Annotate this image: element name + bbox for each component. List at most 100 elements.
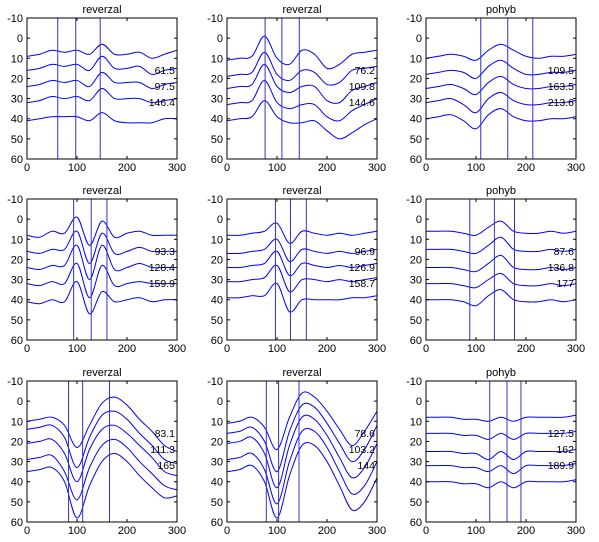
marker-value-label: 87.6 [554,246,575,258]
axes-box [425,380,577,523]
y-tick-label: 20 [410,254,422,266]
x-tick-label: 200 [318,162,336,174]
trace-line-2 [426,236,576,255]
x-tick-label: 100 [268,343,286,355]
y-tick-label: 40 [410,477,422,489]
x-tick-label: 300 [168,162,186,174]
x-tick-label: 200 [517,162,535,174]
chart-title: pohyb [486,367,516,379]
x-tick-label: 100 [467,525,485,537]
marker-value-label: 146.4 [149,97,175,109]
trace-line-4 [426,463,576,475]
y-tick-label: 30 [11,94,23,106]
trace-line-5 [227,282,377,313]
x-tick-label: 300 [168,525,186,537]
traces [227,381,377,522]
y-tick-label: 60 [211,154,223,166]
marker-value-label: 96.9 [355,246,376,258]
traces [227,199,377,340]
y-tick-label: 60 [211,517,223,529]
marker-value-label: 93.3 [155,246,176,258]
axes-box [26,380,178,523]
y-tick-label: 50 [11,497,23,509]
y-tick-label: 60 [211,335,223,347]
y-tick-label: 30 [410,94,422,106]
axes-box [226,380,378,523]
y-tick-label: 30 [11,457,23,469]
trace-line-5 [27,281,177,315]
trace-line-1 [426,43,576,61]
y-tick-label: 40 [211,477,223,489]
y-tick-label: 20 [410,73,422,85]
trace-line-5 [227,100,377,140]
x-tick-label: 100 [467,162,485,174]
axes-box [26,198,178,341]
trace-line-2 [227,402,377,473]
y-tick-label: 50 [410,315,422,327]
marker-value-label: 128.4 [149,262,175,274]
axes-box [26,17,178,160]
marker-value-label: 83.1 [155,428,176,440]
y-tick-label: 40 [11,477,23,489]
y-tick-label: -10 [406,376,422,388]
axes-box [226,17,378,160]
y-tick-label: 10 [410,416,422,428]
y-tick-label: 40 [11,295,23,307]
marker-value-label: 213.6 [548,97,574,109]
trace-line-4 [27,438,177,501]
y-tick-label: 20 [211,436,223,448]
y-tick-label: 0 [416,396,422,408]
trace-line-5 [227,442,377,519]
y-tick-label: 50 [11,134,23,146]
traces [27,199,177,340]
x-tick-label: 200 [118,343,136,355]
y-tick-label: 50 [211,134,223,146]
x-tick-label: 100 [68,162,86,174]
y-tick-label: -10 [7,376,23,388]
marker-value-label: 111.3 [150,444,175,456]
trace-line-1 [27,396,177,452]
x-tick-label: 200 [517,525,535,537]
y-tick-label: 40 [410,114,422,126]
y-tick-label: 30 [410,457,422,469]
trace-line-3 [27,71,177,90]
y-tick-label: 0 [17,214,23,226]
y-tick-label: -10 [207,376,223,388]
marker-value-label: 126.9 [349,262,375,274]
trace-line-3 [426,448,576,461]
trace-line-1 [426,220,576,236]
y-tick-label: 10 [410,53,422,65]
marker-value-label: 189.9 [548,460,574,472]
trace-line-2 [426,430,576,440]
trace-line-4 [426,273,576,289]
trace-line-4 [227,427,377,505]
axes-box [425,198,577,341]
trace-line-4 [27,88,177,104]
marker-value-label: 78.6 [355,428,376,440]
marker-value-label: 165 [157,460,175,472]
axes-box [425,17,577,160]
x-tick-label: 100 [467,343,485,355]
trace-line-3 [227,250,377,277]
trace-line-1 [227,222,377,244]
trace-line-3 [227,63,377,104]
trace-line-3 [27,244,177,281]
marker-value-label: 162 [556,444,574,456]
x-tick-label: 300 [168,343,186,355]
trace-line-5 [27,453,177,519]
trace-line-5 [426,289,576,307]
y-tick-label: 10 [410,234,422,246]
y-tick-label: 60 [410,154,422,166]
x-tick-label: 200 [517,343,535,355]
y-tick-label: 0 [17,396,23,408]
y-tick-label: 50 [211,315,223,327]
y-tick-label: 30 [410,275,422,287]
y-tick-label: 0 [217,33,223,45]
x-tick-label: 300 [567,525,585,537]
